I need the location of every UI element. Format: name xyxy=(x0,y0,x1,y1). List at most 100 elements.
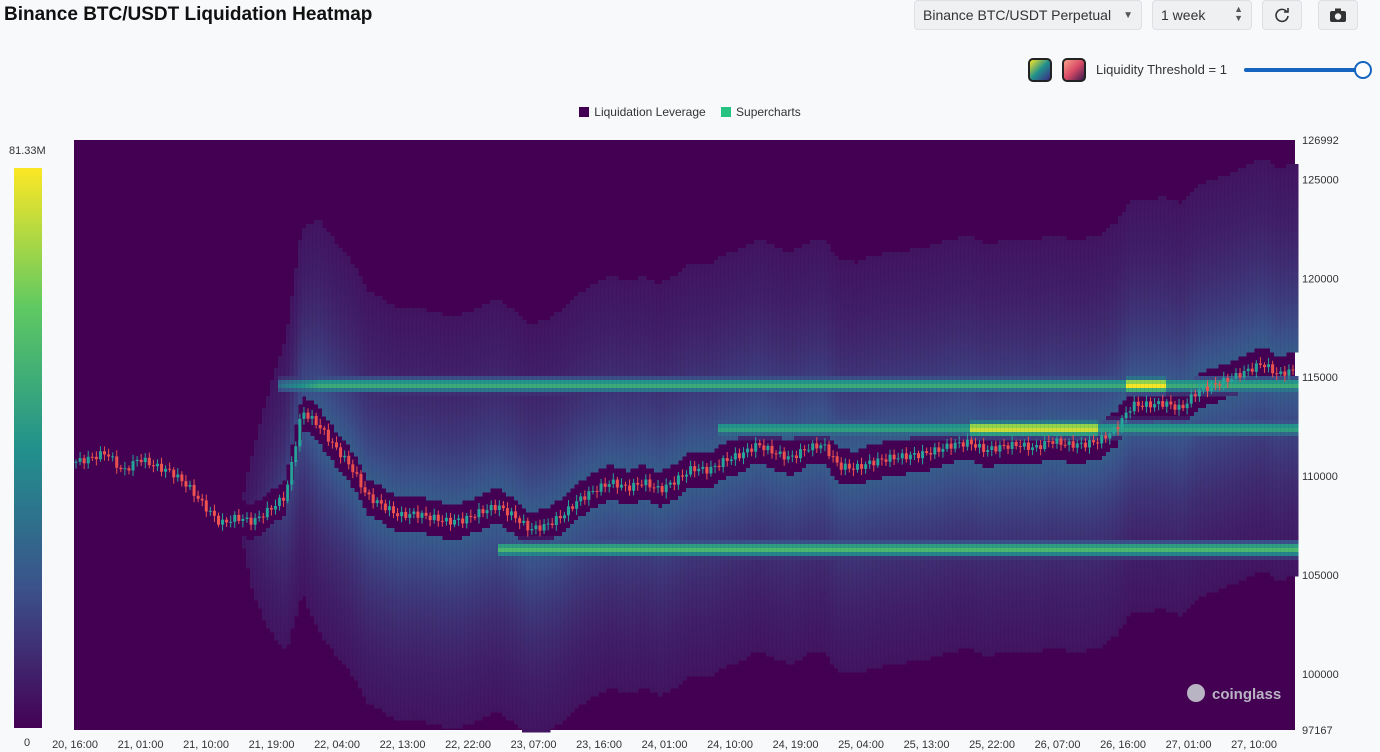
heat-cell xyxy=(398,696,403,701)
heat-cell xyxy=(334,480,339,485)
heat-cell xyxy=(474,584,479,589)
heat-cell xyxy=(290,368,295,373)
heat-cell xyxy=(466,688,471,693)
heat-cell xyxy=(258,592,263,597)
heat-cell xyxy=(446,596,451,601)
heat-cell xyxy=(474,412,479,417)
heat-cell xyxy=(266,480,271,485)
heat-cell xyxy=(394,672,399,677)
heat-cell xyxy=(402,632,407,637)
heat-cell xyxy=(418,492,423,497)
heat-cell xyxy=(478,328,483,333)
heat-cell xyxy=(306,312,311,317)
heat-cell xyxy=(374,552,379,557)
heat-cell xyxy=(478,444,483,449)
heat-cell xyxy=(286,432,291,437)
heat-cell xyxy=(378,316,383,321)
heat-cell xyxy=(442,584,447,589)
heat-cell xyxy=(458,644,463,649)
heat-cell xyxy=(426,640,431,645)
heat-cell xyxy=(374,528,379,533)
heat-cell xyxy=(362,560,367,565)
heat-cell xyxy=(370,652,375,657)
heat-cell xyxy=(318,504,323,509)
heat-cell xyxy=(426,332,431,337)
heat-cell xyxy=(390,360,395,365)
heat-cell xyxy=(386,540,391,545)
heat-cell xyxy=(370,624,375,629)
heat-cell xyxy=(450,468,455,473)
heat-cell xyxy=(386,604,391,609)
heat-cell xyxy=(382,640,387,645)
heat-cell xyxy=(398,560,403,565)
heat-cell xyxy=(474,652,479,657)
heat-cell xyxy=(254,488,259,493)
heat-cell xyxy=(326,396,331,401)
heat-cell xyxy=(330,408,335,413)
heat-cell xyxy=(454,440,459,445)
heat-cell xyxy=(426,696,431,701)
heat-cell xyxy=(278,520,283,525)
heat-cell xyxy=(310,236,315,241)
heat-cell xyxy=(314,380,319,385)
heat-cell xyxy=(418,364,423,369)
heat-cell xyxy=(330,240,335,245)
heat-cell xyxy=(250,560,255,565)
heat-cell xyxy=(374,368,379,373)
heat-cell xyxy=(438,372,443,377)
heat-cell xyxy=(286,352,291,357)
heat-cell xyxy=(430,372,435,377)
heat-cell xyxy=(450,496,455,501)
heat-cell xyxy=(386,456,391,461)
heat-cell xyxy=(430,476,435,481)
heat-cell xyxy=(286,376,291,381)
heat-cell xyxy=(390,456,395,461)
heat-cell xyxy=(370,308,375,313)
heat-cell xyxy=(386,420,391,425)
heat-cell xyxy=(474,712,479,717)
heat-cell xyxy=(394,308,399,313)
heat-cell xyxy=(266,456,271,461)
heat-cell xyxy=(454,496,459,501)
heat-cell xyxy=(310,244,315,249)
heat-cell xyxy=(410,556,415,561)
heat-cell xyxy=(454,556,459,561)
heat-cell xyxy=(378,632,383,637)
heat-cell xyxy=(426,324,431,329)
heat-cell xyxy=(306,360,311,365)
heat-cell xyxy=(394,324,399,329)
heat-cell xyxy=(418,640,423,645)
heat-cell xyxy=(454,416,459,421)
heat-cell xyxy=(354,588,359,593)
heat-cell xyxy=(334,600,339,605)
heat-cell xyxy=(422,468,427,473)
heat-cell xyxy=(354,608,359,613)
colorbar xyxy=(14,168,42,728)
heat-cell xyxy=(402,680,407,685)
heat-cell xyxy=(470,636,475,641)
heat-cell xyxy=(342,616,347,621)
heat-cell xyxy=(446,408,451,413)
heat-cell xyxy=(314,304,319,309)
heat-cell xyxy=(386,468,391,473)
heat-cell xyxy=(326,292,331,297)
heat-cell xyxy=(406,544,411,549)
heat-cell xyxy=(462,372,467,377)
heat-cell xyxy=(370,312,375,317)
heat-cell xyxy=(278,368,283,373)
heat-cell xyxy=(446,460,451,465)
heat-cell xyxy=(330,588,335,593)
heat-cell xyxy=(398,668,403,673)
heat-cell xyxy=(442,488,447,493)
heat-cell xyxy=(302,432,307,437)
heat-cell xyxy=(446,652,451,657)
heat-cell xyxy=(290,592,295,597)
heat-cell xyxy=(474,716,479,721)
heat-cell xyxy=(302,452,307,457)
heat-cell xyxy=(478,592,483,597)
heat-cell xyxy=(426,480,431,485)
heat-cell xyxy=(430,368,435,373)
heat-cell xyxy=(398,712,403,717)
heat-cell xyxy=(262,468,267,473)
heat-cell xyxy=(470,536,475,541)
